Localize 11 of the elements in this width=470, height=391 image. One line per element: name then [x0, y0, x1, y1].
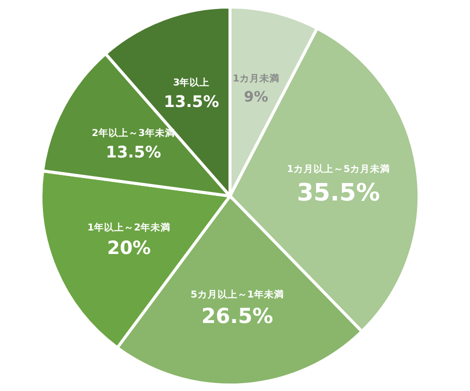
slice-label: 1カ月以上～5カ月未満 — [286, 163, 390, 176]
data-label: 26.5% — [201, 304, 274, 328]
slice-label: 3年以上 — [173, 76, 210, 88]
data-label: 20% — [107, 238, 151, 260]
data-label: 9% — [244, 90, 268, 106]
slice-label: 1年以上～2年未満 — [87, 222, 171, 234]
slice-label: 1カ月未満 — [232, 72, 280, 85]
data-label: 13.5% — [164, 92, 220, 111]
slice-label: 5カ月以上～1年未満 — [190, 288, 284, 300]
data-label: 35.5% — [296, 178, 380, 206]
data-label: 13.5% — [106, 142, 162, 162]
